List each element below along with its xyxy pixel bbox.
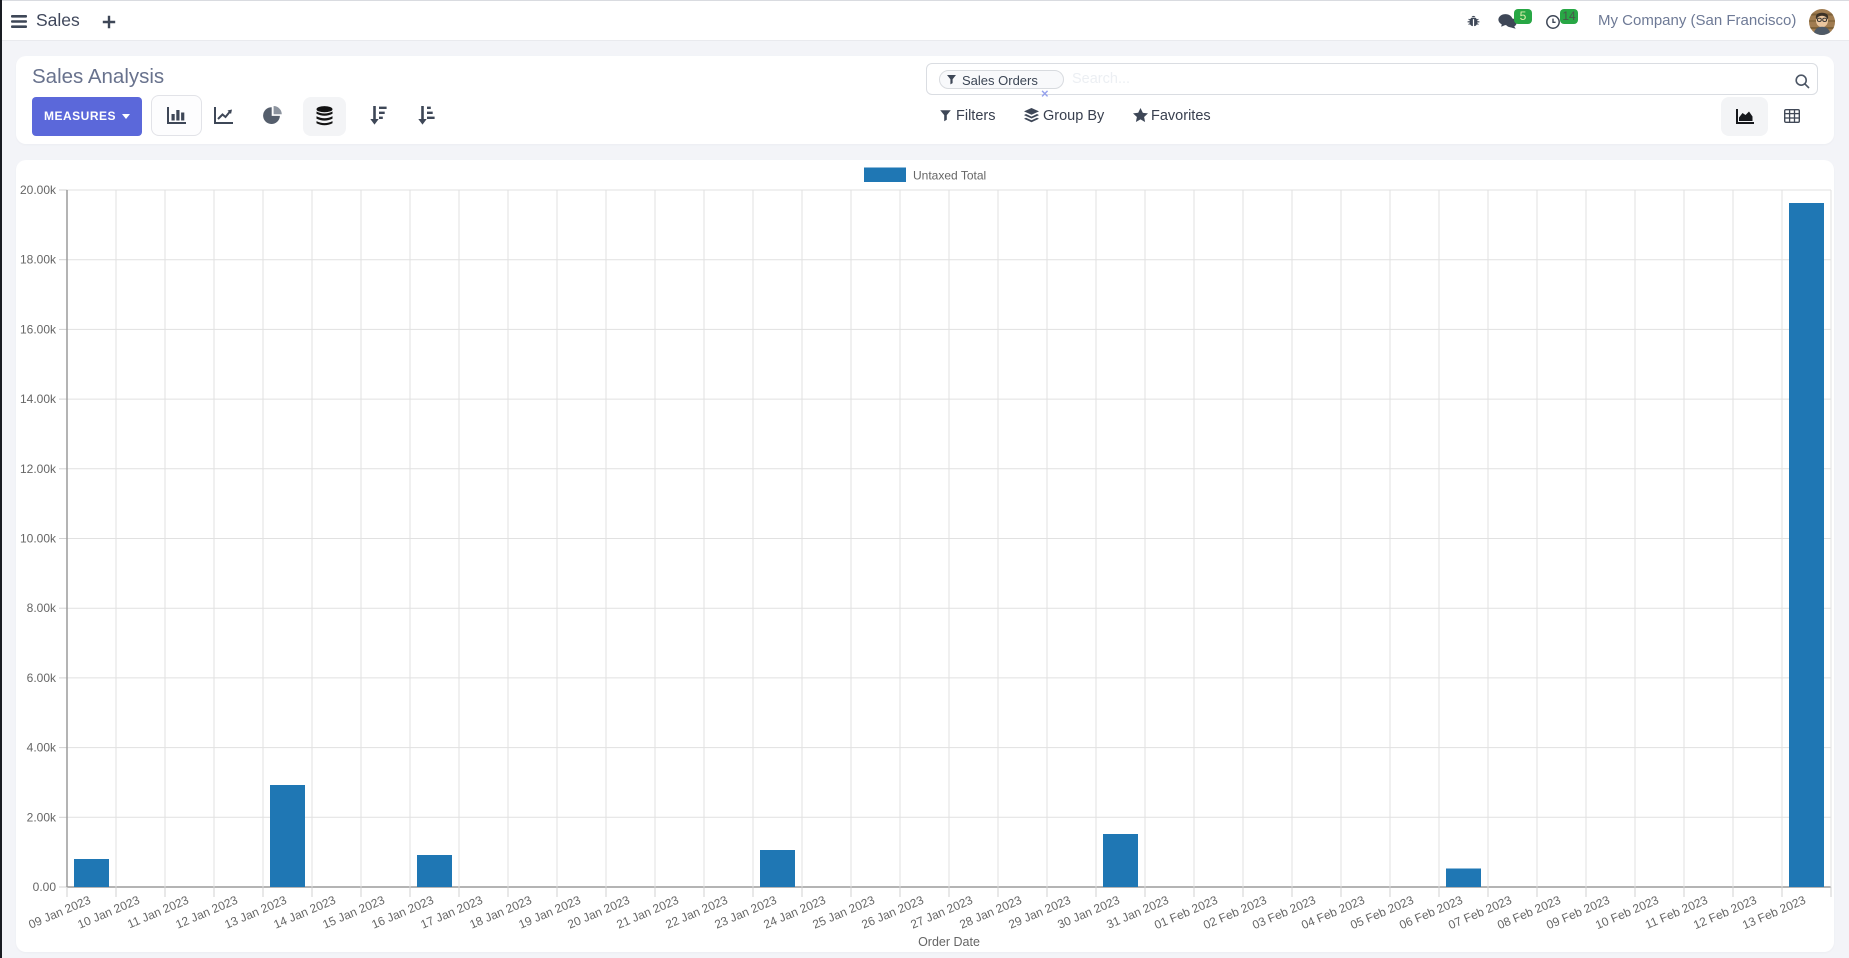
svg-text:20.00k: 20.00k xyxy=(20,183,57,197)
svg-text:12.00k: 12.00k xyxy=(20,462,57,476)
svg-text:10.00k: 10.00k xyxy=(20,532,57,546)
svg-text:0.00: 0.00 xyxy=(33,880,57,894)
svg-text:6.00k: 6.00k xyxy=(27,671,57,685)
svg-text:14.00k: 14.00k xyxy=(20,392,57,406)
svg-text:2.00k: 2.00k xyxy=(27,810,57,824)
svg-text:8.00k: 8.00k xyxy=(27,601,57,615)
svg-text:4.00k: 4.00k xyxy=(27,741,57,755)
svg-text:18.00k: 18.00k xyxy=(20,253,57,267)
svg-text:Untaxed Total: Untaxed Total xyxy=(913,169,986,183)
svg-text:Order Date: Order Date xyxy=(918,935,980,949)
svg-text:16.00k: 16.00k xyxy=(20,322,57,336)
